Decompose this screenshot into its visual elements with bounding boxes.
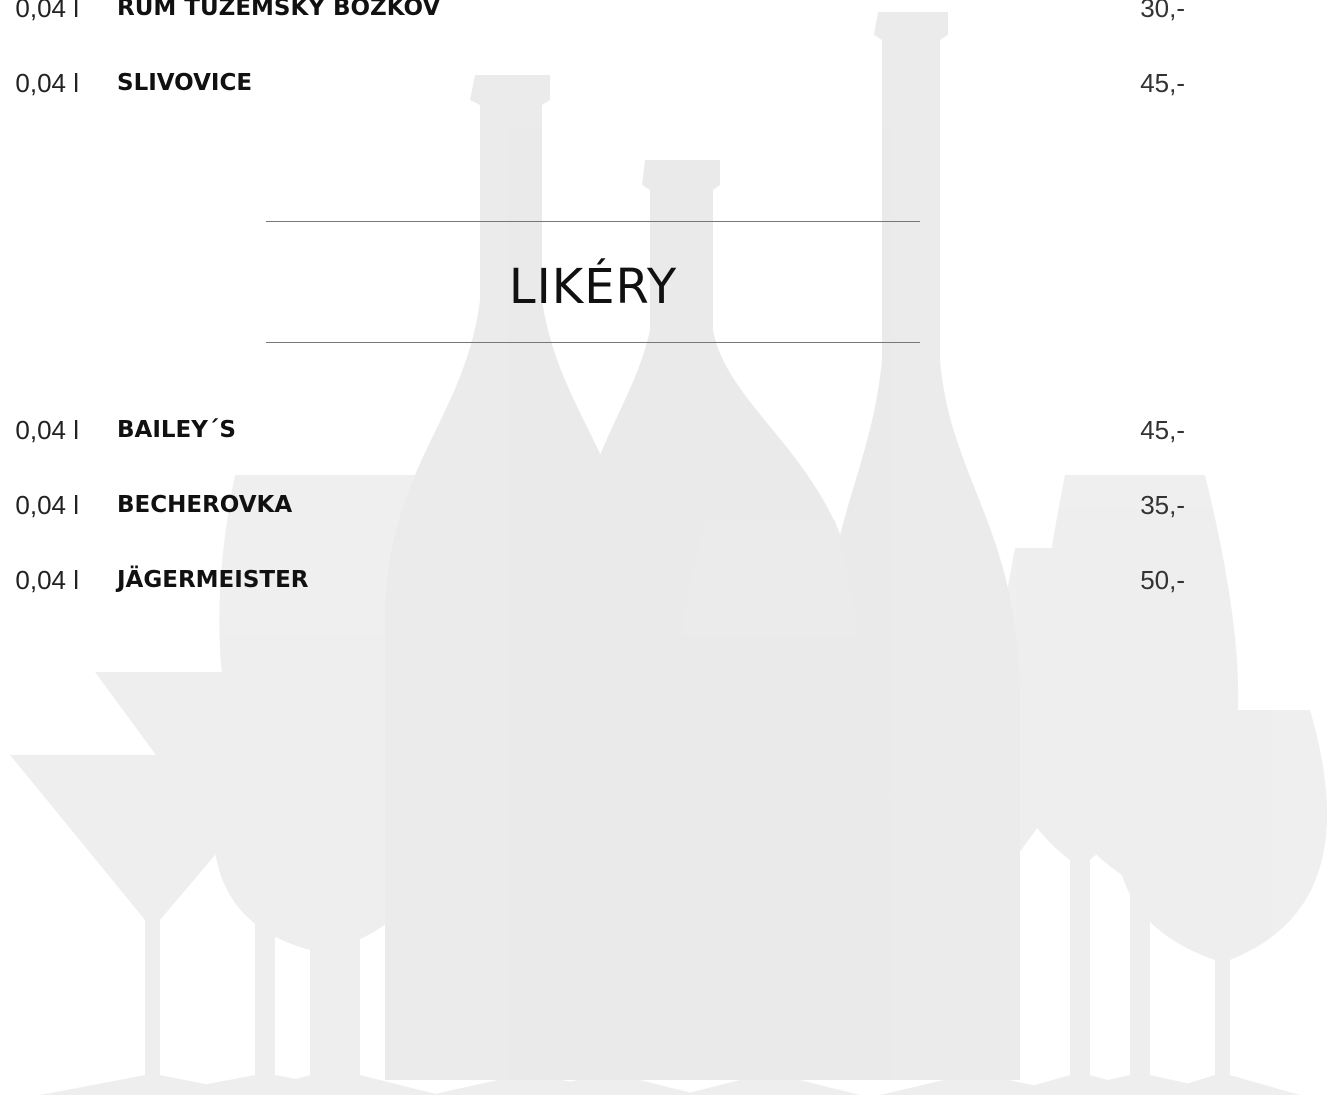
menu-page: 0,04 l RUM TUZEMSKÝ BOŽKOV 30,- 0,04 l S…: [0, 0, 1341, 1109]
price: 30,-: [1140, 0, 1185, 28]
divider: [266, 342, 920, 343]
price: 50,-: [1140, 560, 1185, 600]
volume: 0,04 l: [15, 560, 79, 600]
item-name: BECHEROVKA: [117, 485, 292, 525]
menu-item: 0,04 l SLIVOVICE 45,-: [0, 63, 1341, 103]
section-title: LIKÉRY: [266, 252, 920, 322]
volume: 0,04 l: [15, 485, 79, 525]
background-silhouettes: [0, 0, 1341, 1109]
price: 35,-: [1140, 485, 1185, 525]
volume: 0,04 l: [15, 63, 79, 103]
volume: 0,04 l: [15, 410, 79, 450]
volume: 0,04 l: [15, 0, 79, 28]
item-name: BAILEY´S: [117, 410, 236, 450]
menu-item: 0,04 l RUM TUZEMSKÝ BOŽKOV 30,-: [0, 0, 1341, 28]
item-name: RUM TUZEMSKÝ BOŽKOV: [117, 0, 440, 28]
menu-item: 0,04 l BAILEY´S 45,-: [0, 410, 1341, 450]
divider: [266, 221, 920, 222]
price: 45,-: [1140, 63, 1185, 103]
menu-item: 0,04 l JÄGERMEISTER 50,-: [0, 560, 1341, 600]
item-name: JÄGERMEISTER: [117, 560, 309, 600]
item-name: SLIVOVICE: [117, 63, 252, 103]
price: 45,-: [1140, 410, 1185, 450]
menu-item: 0,04 l BECHEROVKA 35,-: [0, 485, 1341, 525]
